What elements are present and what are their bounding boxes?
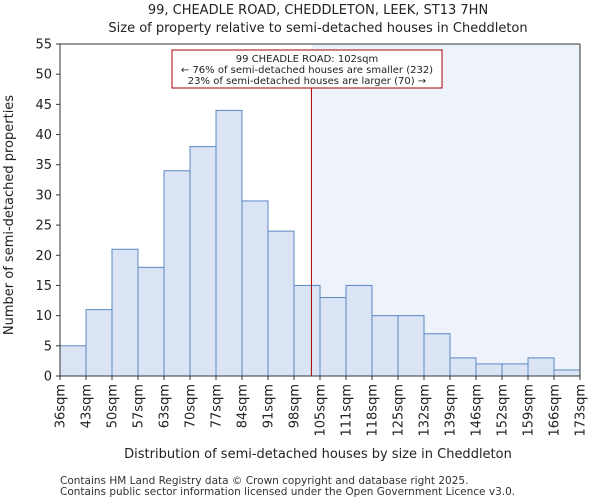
y-tick-label: 10 [35, 309, 52, 324]
y-tick-label: 0 [44, 370, 52, 385]
footer-line-1: Contains HM Land Registry data © Crown c… [60, 475, 468, 487]
x-tick-label: 159sqm [522, 384, 537, 437]
bar-166sqm [553, 369, 581, 377]
bar-84sqm [241, 200, 269, 377]
bar-77sqm [215, 109, 243, 377]
x-tick-label: 146sqm [470, 384, 485, 437]
x-tick-label: 173sqm [574, 384, 589, 437]
bar-118sqm [371, 315, 399, 377]
bar-125sqm [397, 315, 425, 377]
x-tick-label: 77sqm [210, 384, 225, 428]
chart-title: 99, CHEADLE ROAD, CHEDDLETON, LEEK, ST13… [148, 3, 488, 18]
bar-98sqm [293, 284, 321, 377]
x-tick-label: 98sqm [288, 384, 303, 428]
bar-70sqm [189, 146, 217, 377]
y-tick-label: 35 [35, 158, 52, 173]
x-tick-label: 63sqm [158, 384, 173, 428]
annotation-line-3: 23% of semi-detached houses are larger (… [188, 76, 426, 87]
annotation-frame [171, 49, 443, 89]
annotation-line-1: 99 CHEADLE ROAD: 102sqm [236, 54, 378, 65]
bar-111sqm [345, 284, 373, 377]
x-tick-label: 43sqm [80, 384, 95, 428]
y-tick-label: 55 [35, 38, 52, 53]
bar-57sqm [137, 266, 165, 377]
y-tick-label: 5 [44, 339, 52, 354]
y-tick-label: 40 [35, 128, 52, 143]
bar-91sqm [267, 230, 295, 377]
y-tick-label: 50 [35, 68, 52, 83]
x-tick-label: 152sqm [496, 384, 511, 437]
x-tick-label: 111sqm [340, 384, 355, 437]
bar-36sqm [59, 345, 87, 377]
bar-139sqm [449, 357, 477, 377]
x-tick-label: 50sqm [106, 384, 121, 428]
x-tick-label: 139sqm [444, 384, 459, 437]
bar-152sqm [501, 363, 529, 377]
x-tick-label: 118sqm [366, 384, 381, 437]
y-axis-label: Number of semi-detached properties [2, 95, 17, 335]
x-axis-label: Distribution of semi-detached houses by … [124, 447, 512, 462]
bar-132sqm [423, 333, 451, 377]
x-tick-label: 132sqm [418, 384, 433, 437]
bar-50sqm [111, 248, 139, 377]
y-tick-label: 25 [35, 219, 52, 234]
footer-line-2: Contains public sector information licen… [60, 486, 515, 498]
bar-146sqm [475, 363, 503, 377]
x-tick-label: 125sqm [392, 384, 407, 437]
x-tick-label: 70sqm [184, 384, 199, 428]
bar-63sqm [163, 170, 191, 377]
x-tick-label: 105sqm [314, 384, 329, 437]
x-tick-label: 166sqm [548, 384, 563, 437]
x-tick-label: 84sqm [236, 384, 251, 428]
y-tick-label: 30 [35, 188, 52, 203]
y-tick-label: 15 [35, 279, 52, 294]
y-tick-label: 20 [35, 249, 52, 264]
bar-159sqm [527, 357, 555, 377]
x-tick-label: 57sqm [132, 384, 147, 428]
bar-43sqm [85, 309, 113, 377]
annotation-box: 99 CHEADLE ROAD: 102sqm ← 76% of semi-de… [171, 49, 443, 89]
x-tick-label: 36sqm [54, 384, 69, 428]
y-tick-label: 45 [35, 98, 52, 113]
annotation-line-2: ← 76% of semi-detached houses are smalle… [181, 65, 433, 76]
chart-subtitle: Size of property relative to semi-detach… [108, 21, 527, 36]
x-tick-label: 91sqm [262, 384, 277, 428]
bar-105sqm [319, 297, 347, 377]
